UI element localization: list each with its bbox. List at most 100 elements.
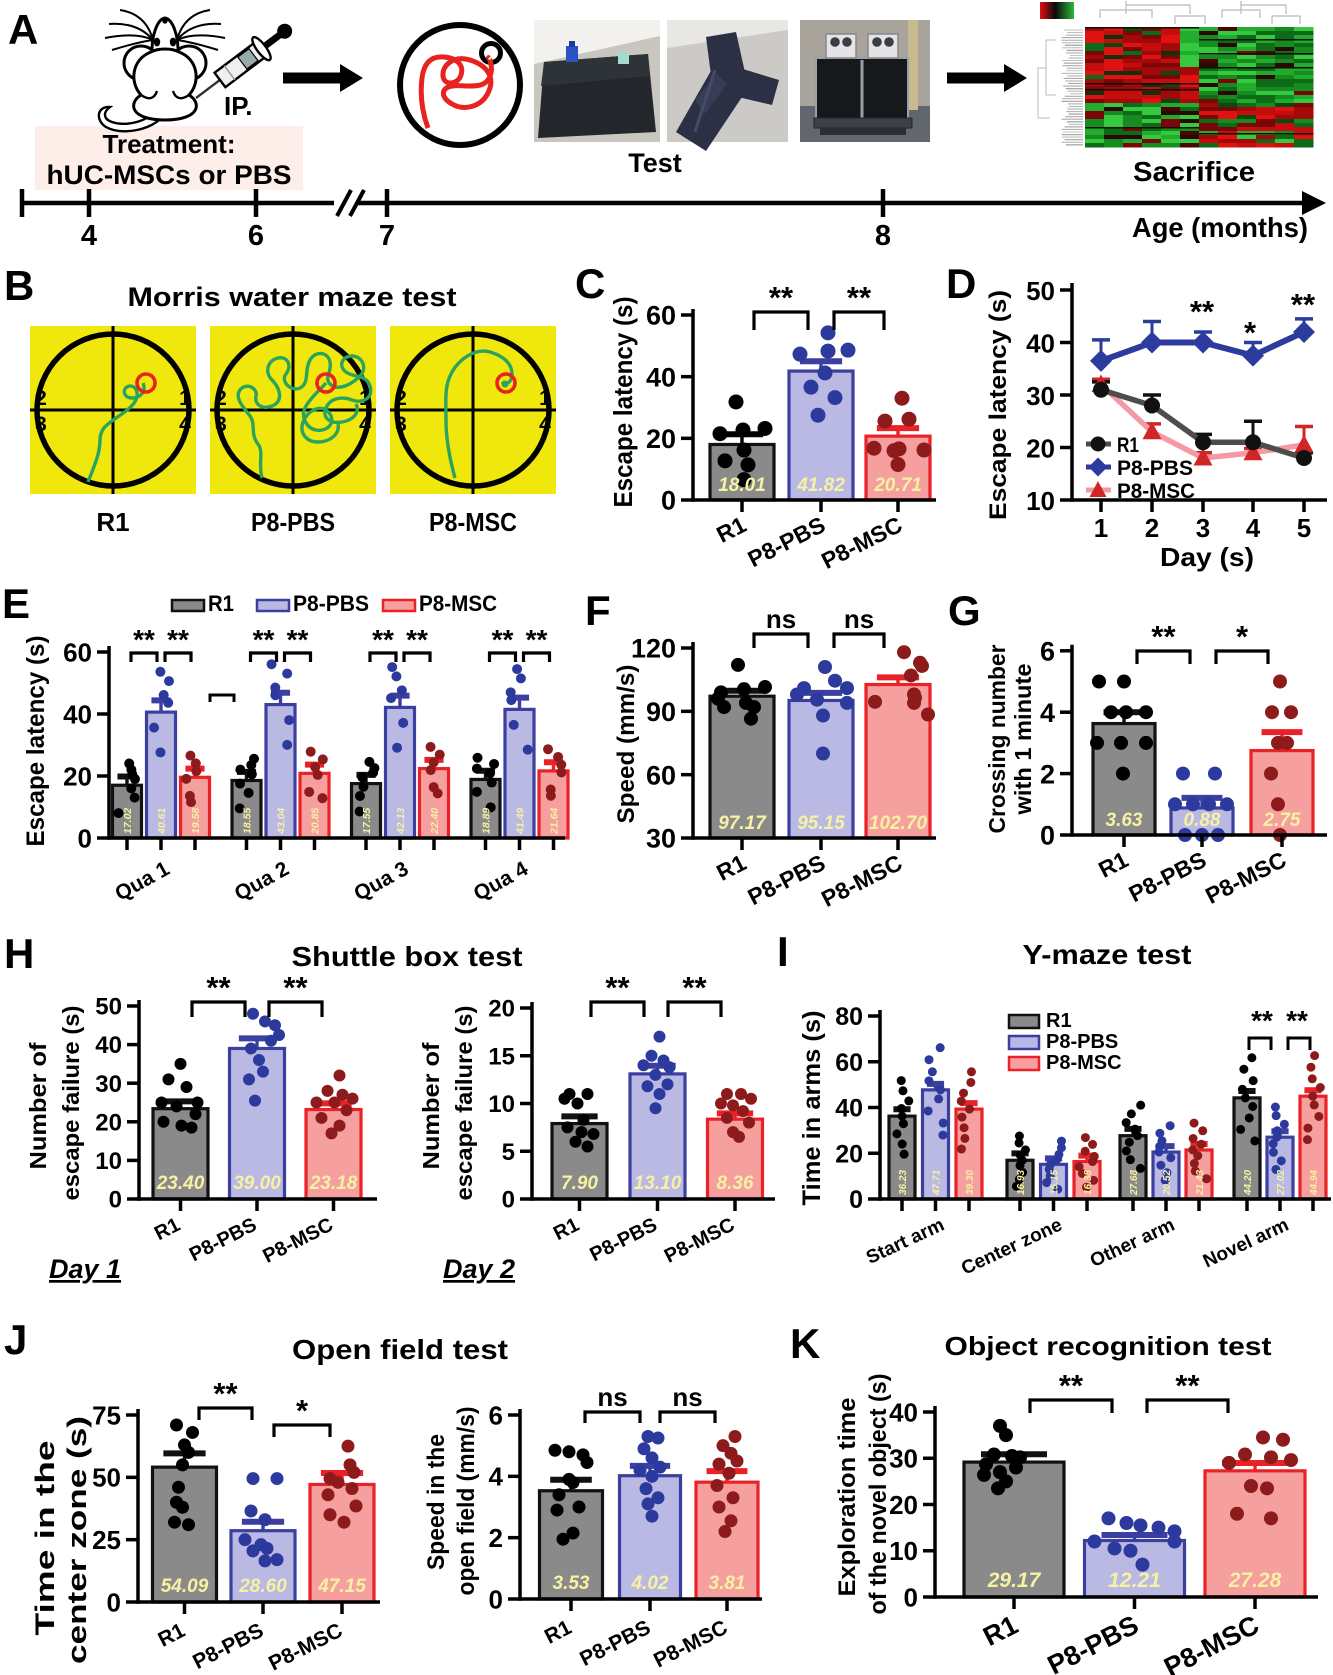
svg-text:*: * — [1244, 315, 1257, 350]
svg-text:**: ** — [1251, 1005, 1273, 1036]
svg-text:97.17: 97.17 — [718, 813, 767, 834]
svg-text:2: 2 — [1040, 759, 1055, 789]
svg-text:4: 4 — [179, 413, 191, 436]
svg-text:30: 30 — [646, 824, 676, 854]
svg-text:2.75: 2.75 — [1263, 810, 1301, 831]
svg-text:5: 5 — [502, 1139, 515, 1166]
svg-text:Qua 1: Qua 1 — [111, 857, 173, 906]
svg-text:0: 0 — [109, 1187, 122, 1214]
svg-text:2: 2 — [395, 387, 407, 410]
svg-text:**: ** — [253, 624, 275, 655]
svg-text:50: 50 — [1026, 276, 1055, 306]
svg-text:escape failure (s): escape failure (s) — [451, 1006, 477, 1201]
svg-text:42.13: 42.13 — [395, 808, 407, 835]
svg-text:IP.: IP. — [224, 91, 252, 121]
svg-text:R1: R1 — [1046, 1010, 1072, 1032]
svg-text:41.82: 41.82 — [796, 475, 845, 496]
svg-text:**: ** — [167, 624, 189, 655]
svg-text:20.52: 20.52 — [1162, 1170, 1173, 1196]
svg-text:Center zone: Center zone — [958, 1214, 1065, 1279]
svg-text:ns: ns — [844, 604, 874, 634]
svg-text:P8-MSC: P8-MSC — [817, 849, 906, 912]
svg-text:*: * — [296, 1393, 309, 1428]
svg-text:41.49: 41.49 — [515, 808, 527, 835]
svg-text:R1: R1 — [1117, 434, 1139, 457]
svg-text:Qua 2: Qua 2 — [231, 857, 293, 905]
svg-text:4: 4 — [1246, 513, 1261, 543]
svg-text:P8-PBS: P8-PBS — [586, 1214, 660, 1266]
svg-text:0: 0 — [502, 1187, 515, 1214]
svg-text:P8-MSC: P8-MSC — [650, 1616, 731, 1673]
svg-text:R1: R1 — [712, 849, 750, 886]
svg-text:20: 20 — [63, 761, 92, 791]
svg-text:7.90: 7.90 — [561, 1173, 598, 1194]
svg-text:R1: R1 — [712, 511, 750, 548]
svg-text:3: 3 — [395, 413, 407, 436]
svg-text:20: 20 — [889, 1490, 918, 1520]
svg-text:1: 1 — [179, 387, 191, 410]
svg-text:P8-PBS: P8-PBS — [1043, 1610, 1144, 1675]
svg-text:Crossing number: Crossing number — [984, 644, 1010, 833]
svg-text:R1: R1 — [1094, 846, 1132, 883]
svg-text:28.60: 28.60 — [238, 1576, 287, 1597]
svg-text:6: 6 — [248, 220, 264, 252]
svg-text:P8-PBS: P8-PBS — [293, 591, 369, 616]
svg-text:40.61: 40.61 — [156, 808, 168, 835]
svg-text:60: 60 — [646, 301, 676, 331]
svg-text:Y-maze test: Y-maze test — [1023, 939, 1192, 970]
svg-text:Speed in the: Speed in the — [423, 1434, 450, 1570]
svg-text:0: 0 — [107, 1587, 121, 1617]
svg-text:47.71: 47.71 — [932, 1170, 943, 1196]
svg-text:15: 15 — [488, 1043, 515, 1070]
svg-text:0: 0 — [78, 823, 92, 853]
svg-text:2: 2 — [215, 387, 227, 410]
svg-text:0: 0 — [904, 1582, 918, 1612]
svg-text:40: 40 — [835, 1095, 863, 1123]
svg-text:3.81: 3.81 — [709, 1573, 746, 1594]
svg-text:4.02: 4.02 — [631, 1573, 669, 1594]
svg-text:39.00: 39.00 — [233, 1173, 281, 1194]
svg-text:**: ** — [526, 624, 548, 655]
svg-text:75: 75 — [92, 1400, 121, 1430]
svg-text:17.55: 17.55 — [361, 808, 373, 834]
svg-text:Start arm: Start arm — [863, 1214, 947, 1268]
svg-text:P8-PBS: P8-PBS — [251, 507, 335, 537]
svg-text:50: 50 — [95, 994, 122, 1021]
svg-text:G: G — [948, 587, 981, 634]
svg-text:Shuttle box test: Shuttle box test — [292, 941, 523, 972]
svg-text:17.02: 17.02 — [122, 808, 134, 834]
svg-text:16.93: 16.93 — [1016, 1170, 1027, 1195]
svg-text:29.17: 29.17 — [987, 1569, 1042, 1592]
svg-text:P8-MSC: P8-MSC — [817, 511, 906, 574]
svg-text:P8-PBS: P8-PBS — [189, 1619, 267, 1674]
svg-text:P8-PBS: P8-PBS — [743, 849, 829, 910]
svg-text:39.30: 39.30 — [965, 1170, 976, 1195]
svg-text:Object recognition test: Object recognition test — [945, 1331, 1272, 1361]
svg-text:Day 1: Day 1 — [49, 1254, 121, 1284]
svg-text:**: ** — [213, 1376, 238, 1411]
svg-text:1: 1 — [539, 387, 551, 410]
svg-text:6: 6 — [489, 1400, 503, 1430]
svg-text:Escape latency (s): Escape latency (s) — [22, 636, 50, 847]
svg-text:**: ** — [287, 624, 309, 655]
svg-text:Day 2: Day 2 — [443, 1254, 515, 1284]
svg-text:6: 6 — [1040, 637, 1055, 667]
svg-text:**: ** — [605, 970, 630, 1005]
svg-text:center zone (s): center zone (s) — [62, 1416, 92, 1664]
svg-text:2: 2 — [1145, 513, 1159, 543]
svg-text:**: ** — [1291, 287, 1316, 322]
svg-text:R1: R1 — [978, 1610, 1022, 1652]
svg-text:*: * — [1236, 619, 1249, 654]
svg-text:**: ** — [372, 624, 394, 655]
svg-text:Speed (mm/s): Speed (mm/s) — [613, 665, 640, 824]
svg-text:1: 1 — [1094, 513, 1108, 543]
svg-text:19.58: 19.58 — [190, 808, 202, 834]
svg-text:0: 0 — [1040, 821, 1055, 851]
svg-text:23.18: 23.18 — [309, 1173, 358, 1194]
svg-text:120: 120 — [631, 634, 676, 664]
svg-text:10: 10 — [95, 1148, 122, 1175]
svg-text:80: 80 — [835, 1003, 863, 1031]
svg-text:43.04: 43.04 — [276, 808, 288, 835]
svg-text:16.38: 16.38 — [1083, 1170, 1094, 1195]
svg-text:47.15: 47.15 — [317, 1576, 366, 1597]
